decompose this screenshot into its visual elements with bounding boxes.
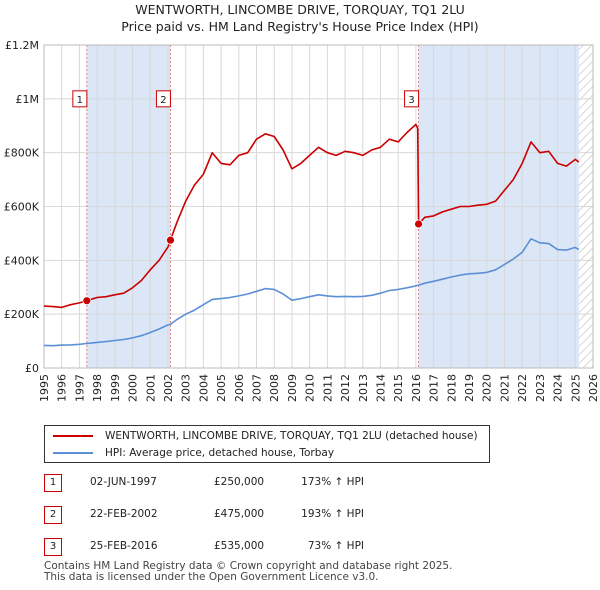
x-tick-label: 2000 bbox=[127, 374, 140, 402]
sale-point bbox=[414, 219, 423, 229]
footer-licence: This data is licensed under the Open Gov… bbox=[44, 571, 379, 583]
legend-swatch-property bbox=[53, 435, 93, 437]
x-tick-label: 2022 bbox=[516, 374, 529, 402]
x-tick-label: 2012 bbox=[339, 374, 352, 402]
x-tick-label: 2008 bbox=[268, 374, 281, 402]
x-tick-label: 2021 bbox=[498, 374, 511, 402]
x-tick-label: 2006 bbox=[233, 374, 246, 402]
plot-border bbox=[43, 44, 594, 369]
property-price-line bbox=[43, 123, 580, 309]
hpi-line bbox=[43, 238, 580, 347]
transaction-number-badge: 3 bbox=[44, 538, 62, 556]
x-tick-label: 2001 bbox=[144, 374, 157, 402]
y-tick-label: £0 bbox=[25, 362, 39, 375]
transaction-date: 22-FEB-2002 bbox=[90, 508, 158, 520]
x-tick-label: 1997 bbox=[73, 374, 86, 402]
transaction-price: £250,000 bbox=[214, 476, 265, 488]
x-tick-label: 2026 bbox=[587, 374, 600, 402]
x-tick-label: 2016 bbox=[410, 374, 423, 402]
sale-label-box bbox=[72, 90, 88, 108]
legend-item-hpi: HPI: Average price, detached house, Torb… bbox=[53, 447, 334, 459]
sale-label: 3 bbox=[408, 95, 414, 106]
y-tick-label: £1.2M bbox=[5, 39, 39, 52]
sale-point bbox=[82, 296, 92, 306]
y-tick-label: £400K bbox=[4, 254, 40, 267]
x-tick-label: 1998 bbox=[91, 374, 104, 402]
x-tick-label: 2005 bbox=[215, 374, 228, 402]
transaction-price: £535,000 bbox=[214, 540, 265, 552]
sale-label-box bbox=[404, 90, 420, 108]
x-tick-label: 2002 bbox=[162, 374, 175, 402]
table-row: 2 22-FEB-2002 £475,000 193% ↑ HPI bbox=[44, 506, 564, 524]
x-tick-label: 2025 bbox=[569, 374, 582, 402]
legend: WENTWORTH, LINCOMBE DRIVE, TORQUAY, TQ1 … bbox=[44, 425, 490, 463]
x-tick-label: 1996 bbox=[56, 374, 69, 402]
x-tick-label: 2013 bbox=[357, 374, 370, 402]
x-tick-label: 1995 bbox=[38, 374, 51, 402]
footer-copyright: Contains HM Land Registry data © Crown c… bbox=[44, 560, 453, 572]
chart-title: WENTWORTH, LINCOMBE DRIVE, TORQUAY, TQ1 … bbox=[135, 2, 465, 17]
transaction-date: 25-FEB-2016 bbox=[90, 540, 158, 552]
table-row: 1 02-JUN-1997 £250,000 173% ↑ HPI bbox=[44, 474, 564, 492]
x-tick-label: 2003 bbox=[180, 374, 193, 402]
x-tick-label: 2019 bbox=[463, 374, 476, 402]
sale-label: 2 bbox=[160, 95, 166, 106]
chart-subtitle: Price paid vs. HM Land Registry's House … bbox=[121, 19, 479, 34]
sale-label-box bbox=[155, 90, 171, 108]
y-tick-label: £800K bbox=[4, 147, 40, 160]
x-tick-label: 2018 bbox=[445, 374, 458, 402]
x-tick-label: 2015 bbox=[392, 374, 405, 402]
x-tick-label: 2023 bbox=[534, 374, 547, 402]
price-chart: 1 2 3 £0 £200K £400K £600K £800K £1M £1.2M 1995 199… bbox=[4, 39, 600, 402]
sale-label: 1 bbox=[77, 95, 83, 106]
y-tick-label: £200K bbox=[4, 308, 40, 321]
transaction-hpi-change: 73% ↑ HPI bbox=[307, 540, 364, 552]
transaction-hpi-change: 193% ↑ HPI bbox=[301, 508, 364, 520]
x-tick-label: 2009 bbox=[286, 374, 299, 402]
x-tick-label: 2017 bbox=[428, 374, 441, 402]
transaction-date: 02-JUN-1997 bbox=[90, 476, 157, 488]
transaction-hpi-change: 173% ↑ HPI bbox=[301, 476, 364, 488]
legend-label-property: WENTWORTH, LINCOMBE DRIVE, TORQUAY, TQ1 … bbox=[105, 430, 478, 442]
transaction-price: £475,000 bbox=[214, 508, 265, 520]
x-tick-label: 2020 bbox=[481, 374, 494, 402]
legend-item-property: WENTWORTH, LINCOMBE DRIVE, TORQUAY, TQ1 … bbox=[53, 430, 478, 442]
legend-label-hpi: HPI: Average price, detached house, Torb… bbox=[105, 447, 335, 459]
y-tick-label: £600K bbox=[4, 201, 40, 214]
transaction-number-badge: 1 bbox=[44, 474, 62, 492]
legend-swatch-hpi bbox=[53, 452, 93, 454]
x-tick-label: 2014 bbox=[374, 374, 387, 402]
x-tick-label: 2007 bbox=[251, 374, 264, 402]
sale-point bbox=[166, 235, 175, 245]
y-tick-label: £1M bbox=[16, 93, 40, 106]
x-tick-label: 2010 bbox=[304, 374, 317, 402]
x-tick-label: 2011 bbox=[321, 374, 334, 402]
table-row: 3 25-FEB-2016 £535,000 73% ↑ HPI bbox=[44, 538, 564, 556]
x-tick-label: 2004 bbox=[197, 374, 210, 402]
footer: Contains HM Land Registry data © Crown c… bbox=[44, 561, 452, 583]
transaction-number-badge: 2 bbox=[44, 506, 62, 524]
x-tick-label: 1999 bbox=[109, 374, 122, 402]
x-tick-label: 2024 bbox=[552, 374, 565, 402]
